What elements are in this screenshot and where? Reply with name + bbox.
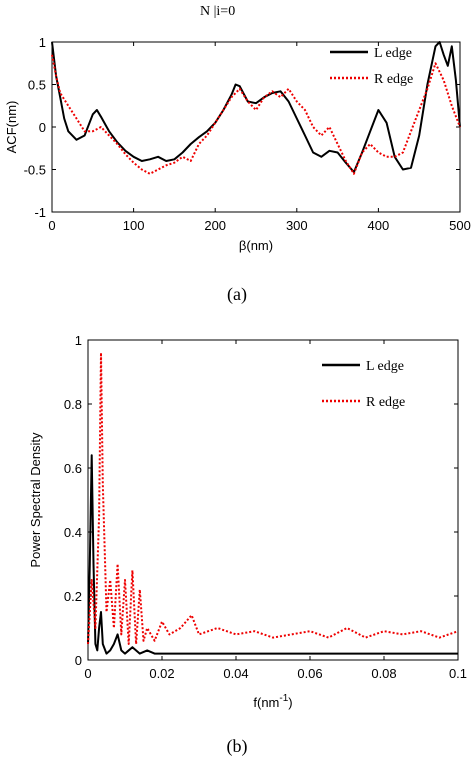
legend-label: L edge xyxy=(374,46,412,61)
legend-label: R edge xyxy=(366,395,405,410)
x-tick-label: 0 xyxy=(84,666,91,681)
series-line-r-edge xyxy=(87,351,459,645)
series-line-l-edge xyxy=(51,41,461,174)
figure-caption: (a) xyxy=(227,284,247,305)
y-tick-label: -1 xyxy=(34,205,46,220)
x-axis-label: f(nm-1) xyxy=(253,693,292,710)
header-fragment: N |i=0 xyxy=(200,4,235,19)
x-tick-label: 0.08 xyxy=(371,666,396,681)
y-tick-label: 0.6 xyxy=(64,461,82,476)
y-tick-label: 0.4 xyxy=(64,525,82,540)
chart-b: 0 0.02 0.04 0.06 0.08 0.1 0 0.2 0.4 0.6 0.8 1 L edge… xyxy=(28,333,467,757)
x-tick-label: 200 xyxy=(204,218,226,233)
y-axis-label: Power Spectral Density xyxy=(28,432,43,568)
y-tick-label: 1 xyxy=(75,333,82,348)
y-tick-label: 0.2 xyxy=(64,589,82,604)
y-tick-label: -0.5 xyxy=(24,163,46,178)
x-tick-label: 0 xyxy=(48,218,55,233)
series-line-l-edge xyxy=(87,454,458,655)
y-tick-label: 0.8 xyxy=(64,397,82,412)
plot-frame xyxy=(51,41,461,213)
y-tick-label: 1 xyxy=(39,35,46,50)
figure-caption: (b) xyxy=(227,736,248,757)
x-tick-label: 0.06 xyxy=(297,666,322,681)
x-tick-label: 0.1 xyxy=(449,666,467,681)
x-tick-label: 0.04 xyxy=(223,666,248,681)
y-axis-label: ACF(nm) xyxy=(4,101,19,154)
legend-label: R edge xyxy=(374,72,413,87)
legend-label: L edge xyxy=(366,359,404,374)
x-tick-label: 400 xyxy=(368,218,390,233)
series-line-r-edge xyxy=(51,54,461,175)
y-tick-label: 0 xyxy=(39,120,46,135)
chart-a: 0 100 200 300 400 500 -1 -0.5 0 0.5 1 L edge R edge β… xyxy=(4,35,471,305)
x-tick-label: 300 xyxy=(286,218,308,233)
x-tick-label: 500 xyxy=(449,218,471,233)
x-tick-label: 0.02 xyxy=(149,666,174,681)
plot-frame xyxy=(87,339,459,661)
y-tick-label: 0.5 xyxy=(28,78,46,93)
x-tick-label: 100 xyxy=(123,218,145,233)
x-axis-label: β(nm) xyxy=(239,238,273,253)
y-tick-label: 0 xyxy=(75,653,82,668)
